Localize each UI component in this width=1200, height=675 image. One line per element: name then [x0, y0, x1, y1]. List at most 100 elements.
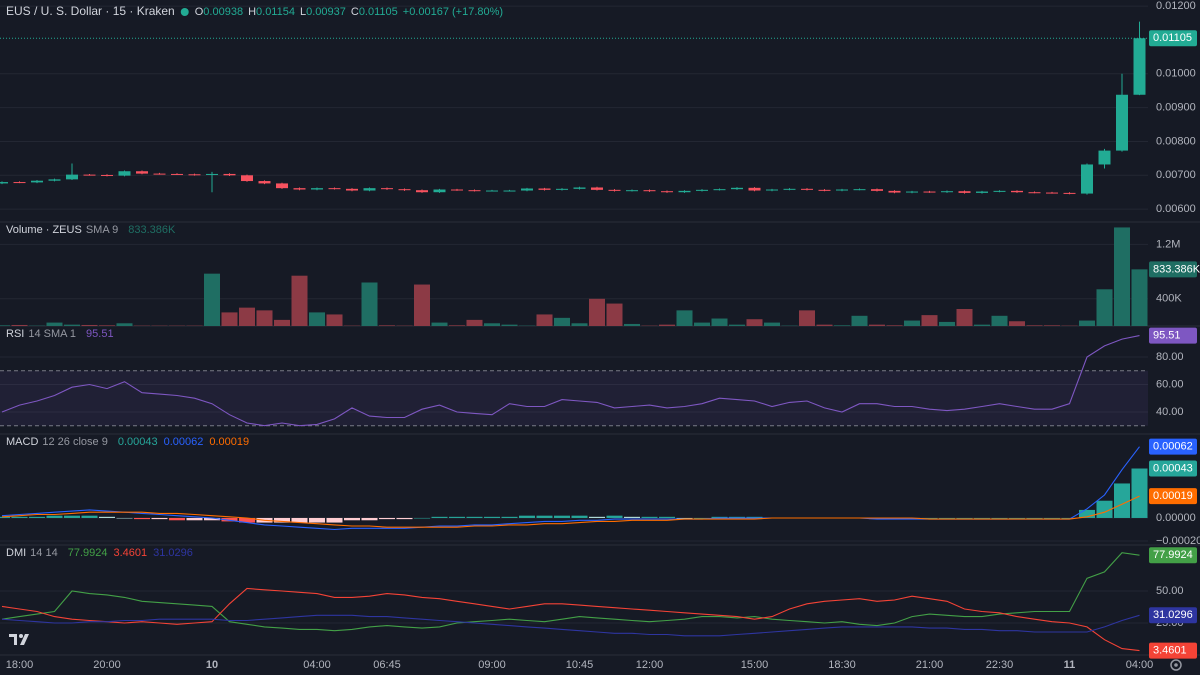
volume-bar — [379, 325, 395, 326]
legend-text: 0.00043 — [118, 436, 158, 448]
macd-histogram-bar — [939, 517, 955, 519]
candle-body — [293, 188, 306, 190]
macd-histogram-bar — [221, 517, 238, 522]
value-tag — [1149, 327, 1197, 344]
value-tag-label: 3.4601 — [1153, 644, 1187, 656]
x-tick-label: 10:45 — [566, 659, 594, 671]
y-tick-label: 80.00 — [1156, 351, 1184, 363]
x-tick-label: 04:00 — [1126, 659, 1154, 671]
volume-bar — [239, 307, 255, 326]
macd-histogram-bar — [1114, 483, 1130, 518]
macd-histogram-bar — [729, 516, 745, 518]
x-tick-label: 21:00 — [916, 659, 944, 671]
volume-bar — [659, 324, 675, 326]
candle-body — [1116, 94, 1128, 151]
candle-body — [591, 187, 603, 190]
volume-bar — [939, 321, 955, 326]
y-tick-label: 0.01000 — [1156, 68, 1196, 80]
macd-histogram-bar — [571, 515, 588, 518]
x-tick-label: 04:00 — [303, 659, 331, 671]
candle-body — [223, 173, 236, 176]
candle-body — [66, 174, 78, 180]
value-tag-label: 833.386K — [1153, 263, 1200, 275]
indicator-line — [1, 495, 1140, 528]
y-tick-label: 0.00700 — [1156, 169, 1196, 181]
candle-body — [346, 188, 358, 191]
legend-text: 95.51 — [86, 328, 114, 340]
value-tag — [1149, 642, 1197, 659]
volume-bar — [956, 309, 973, 326]
volume-bar — [694, 322, 710, 326]
candle-body — [1133, 38, 1146, 95]
y-tick-label: 0.00800 — [1156, 135, 1196, 147]
candle-body — [993, 190, 1006, 192]
volume-bar — [571, 323, 588, 326]
x-tick-label: 11 — [1064, 659, 1076, 671]
candle-body — [503, 190, 516, 192]
candle-body — [871, 189, 883, 191]
legend-text: O — [195, 6, 204, 18]
candle-body — [31, 180, 43, 183]
candle-body — [136, 171, 148, 174]
candle-body — [153, 173, 166, 175]
macd-histogram-bar — [1009, 517, 1025, 519]
macd-histogram-bar — [46, 515, 63, 518]
volume-bar — [414, 284, 430, 326]
legend-text: SMA 9 — [86, 224, 118, 236]
candle-body — [626, 190, 638, 192]
y-tick-label: 50.00 — [1156, 585, 1184, 597]
volume-bar — [64, 324, 80, 326]
candle-body — [976, 191, 988, 193]
macd-histogram-bar — [659, 516, 675, 518]
macd-histogram-bar — [396, 517, 413, 520]
candle-body — [678, 190, 691, 193]
volume-bar — [326, 314, 343, 326]
candle-body — [1028, 192, 1041, 194]
candle-body — [468, 190, 481, 192]
volume-bar — [99, 325, 115, 326]
macd-histogram-bar — [624, 516, 640, 518]
volume-bar — [589, 298, 605, 326]
volume-bar — [116, 323, 133, 326]
y-tick-label: 0.00000 — [1156, 512, 1196, 524]
macd-histogram-bar — [0, 516, 10, 518]
macd-histogram-bar — [554, 515, 570, 518]
y-tick-label: 1.2M — [1156, 238, 1180, 250]
macd-histogram-bar — [309, 517, 325, 523]
indicator-line — [1, 614, 1140, 637]
candle-body — [1098, 150, 1111, 165]
candle-body — [731, 187, 743, 190]
value-tag — [1149, 261, 1197, 278]
candle-body — [398, 189, 411, 191]
candle-body — [433, 189, 446, 193]
candle-body — [556, 188, 568, 190]
volume-bar — [466, 319, 483, 326]
legend-text: 14 SMA 1 — [28, 328, 76, 340]
macd-histogram-bar — [169, 517, 185, 521]
macd-histogram-bar — [1061, 517, 1078, 519]
candle-body — [241, 175, 253, 182]
candle-body — [0, 182, 8, 184]
macd-histogram-bar — [676, 517, 693, 519]
candle-body — [118, 171, 131, 176]
volume-bar — [46, 322, 63, 326]
value-tag-label: 0.00062 — [1153, 441, 1193, 453]
legend-text: 12 26 close 9 — [42, 436, 107, 448]
candle-body — [661, 191, 673, 193]
legend-text: EUS / U. S. Dollar · 15 · Kraken — [6, 4, 175, 18]
macd-histogram-bar — [589, 516, 605, 518]
volume-bar — [204, 273, 220, 326]
volume-bar — [746, 319, 763, 326]
macd-histogram-bar — [431, 516, 448, 518]
macd-histogram-bar — [64, 515, 80, 518]
y-tick-label: 0.00900 — [1156, 102, 1196, 114]
volume-bar — [1131, 269, 1148, 326]
legend-text: MACD — [6, 436, 38, 448]
value-tag — [1149, 460, 1197, 477]
volume-bar — [274, 319, 290, 326]
settings-icon[interactable] — [1170, 659, 1182, 671]
y-tick-label: 60.00 — [1156, 378, 1184, 390]
volume-bar — [991, 315, 1008, 326]
candle-body — [538, 188, 551, 190]
volume-bar — [1114, 227, 1130, 326]
